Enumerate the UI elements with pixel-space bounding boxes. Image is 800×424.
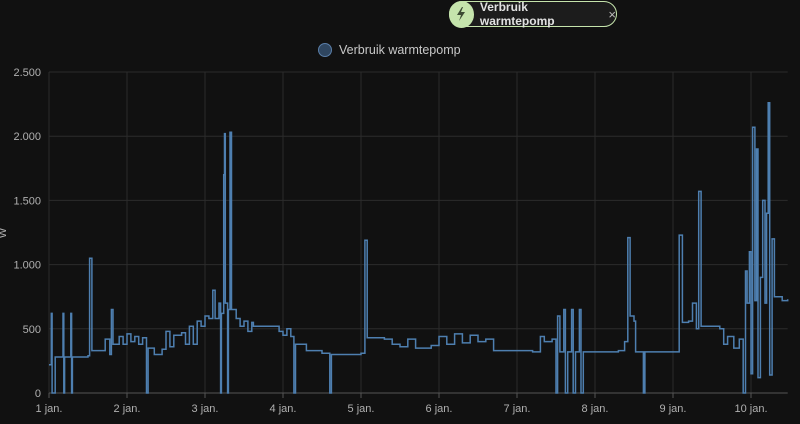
x-tick-label: 1 jan. [36, 403, 63, 415]
legend-label: Verbruik warmtepomp [339, 43, 461, 57]
x-tick-label: 6 jan. [426, 403, 453, 415]
lightning-bolt-icon [448, 0, 474, 28]
y-axis-label: W [0, 227, 9, 238]
x-tick-label: 10 jan. [734, 403, 767, 415]
y-tick-label: 500 [23, 324, 41, 336]
x-tick-label: 4 jan. [270, 403, 297, 415]
y-tick-label: 0 [35, 388, 41, 400]
close-icon[interactable]: × [608, 6, 616, 22]
y-tick-label: 1.500 [13, 195, 41, 207]
x-tick-label: 2 jan. [114, 403, 141, 415]
x-tick-label: 9 jan. [660, 403, 687, 415]
y-tick-label: 1.000 [13, 260, 41, 272]
x-tick-label: 8 jan. [582, 403, 609, 415]
legend-swatch [318, 43, 332, 57]
x-tick-label: 3 jan. [192, 403, 219, 415]
x-tick-label: 5 jan. [348, 403, 375, 415]
series-line-verbruik-warmtepomp [49, 102, 789, 394]
entity-chip[interactable]: Verbruik warmtepomp × [448, 0, 617, 28]
x-tick-label: 7 jan. [504, 403, 531, 415]
y-tick-label: 2.500 [13, 67, 41, 79]
y-tick-label: 2.000 [13, 131, 41, 143]
legend-item[interactable]: Verbruik warmtepomp [318, 43, 461, 57]
chip-label: Verbruik warmtepomp [479, 0, 555, 28]
